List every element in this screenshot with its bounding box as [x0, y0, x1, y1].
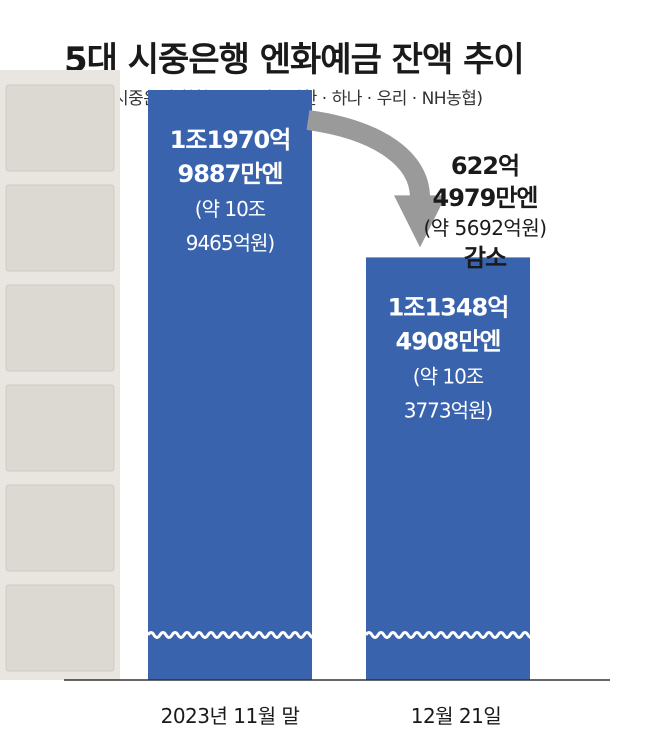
bar-0-label-line-3: (약 10조 [195, 197, 266, 221]
bar-1-label-line-1: 1조1348억 [388, 293, 509, 321]
banknote-shape [5, 584, 115, 672]
x-tick-label-1: 12월 21일 [410, 704, 502, 728]
axis-break-wave-1 [364, 631, 536, 639]
banknote-shape [5, 484, 115, 572]
bar-1-label-line-4: 3773억원) [404, 398, 493, 422]
bar-1-label-line-3: (약 10조 [413, 364, 484, 388]
x-tick-label-0: 2023년 11월 말 [160, 704, 300, 728]
bar-1 [366, 257, 530, 680]
axis-break-wave-0 [146, 631, 318, 639]
bar-0-label-line-4: 9465억원) [186, 231, 275, 255]
chart-title: 5대 시중은행 엔화예금 잔액 추이 [64, 40, 525, 80]
callout-line-2: 4979만엔 [432, 184, 539, 213]
decrease-callout: 622억 4979만엔 (약 5692억원) 감소 [410, 150, 560, 274]
decrease-arrow-head [394, 195, 446, 248]
banknote-shape [5, 84, 115, 172]
bar-0-label-line-2: 9887만엔 [178, 160, 283, 188]
banknote-shape [5, 184, 115, 272]
callout-line-1: 622억 [450, 152, 520, 180]
callout-line-4: 감소 [463, 243, 507, 272]
banknote-shape [5, 284, 115, 372]
bar-1-label-line-2: 4908만엔 [396, 327, 501, 355]
banknote-shape [5, 384, 115, 472]
background-banknote-texture [0, 70, 120, 680]
bar-0 [148, 90, 312, 680]
callout-line-3: (약 5692억원) [423, 215, 547, 240]
decrease-arrow-shaft [306, 110, 430, 199]
bar-0-label-line-1: 1조1970억 [170, 126, 291, 154]
